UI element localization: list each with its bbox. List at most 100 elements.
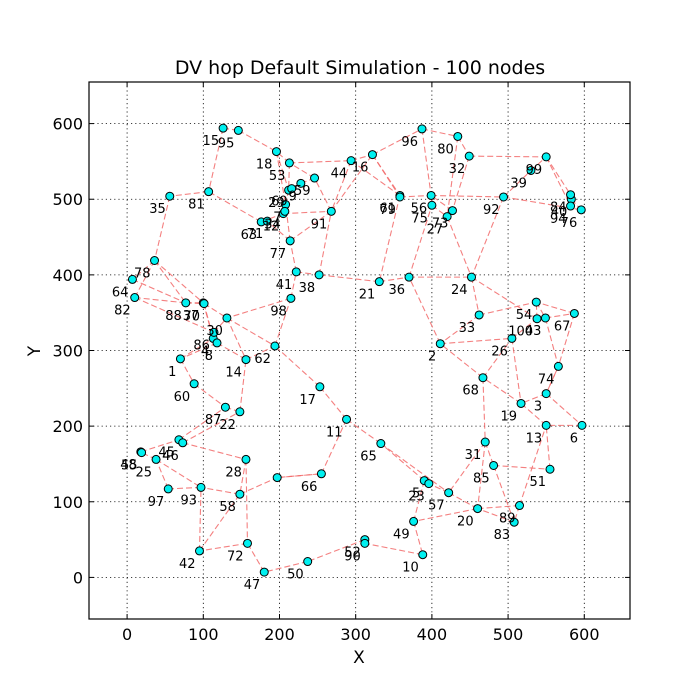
node-6 [577,420,587,430]
node-76 [576,205,586,215]
chart-title: DV hop Default Simulation - 100 nodes [175,57,545,79]
node-label-77: 77 [270,247,287,262]
edge [239,477,278,495]
node-label-93: 93 [180,493,197,508]
edge [371,154,401,196]
edge [399,194,432,198]
edge [274,345,321,388]
node-label-99: 99 [526,163,543,178]
edge [379,276,410,283]
node-38 [314,270,324,280]
node-label-53: 53 [269,169,286,184]
node-label-54: 54 [516,308,533,323]
node-31 [480,437,490,447]
ticks: 0 100 200 300 400 500 600 0 100 200 300 400 500 600 [52,82,630,644]
node-92 [499,192,509,202]
node-label-59: 59 [294,184,311,199]
edge [140,439,180,453]
edge [346,418,382,444]
edge [132,278,186,304]
edge [245,459,249,544]
node-label-58: 58 [219,500,236,515]
edge [511,338,522,404]
edge [518,425,547,506]
node-33 [474,310,484,320]
node-label-98: 98 [270,304,287,319]
node-84 [566,190,576,200]
x-tick-label: 0 [122,625,132,644]
edge [198,487,202,551]
node-label-56: 56 [411,201,428,216]
node-label-36: 36 [388,283,405,298]
node-label-17: 17 [299,393,316,408]
node-label-40: 40 [551,205,568,220]
node-label-32: 32 [449,162,466,177]
node-label-47: 47 [244,578,261,593]
node-label-10: 10 [402,561,419,576]
edge [179,358,195,385]
node-56 [426,190,436,200]
edge [544,317,559,367]
y-tick-label: 100 [52,493,83,512]
x-tick-label: 200 [264,625,295,644]
node-label-51: 51 [529,475,546,490]
edge [364,542,423,556]
edge [134,260,156,298]
node-label-82: 82 [114,304,131,319]
node-67 [569,308,579,318]
edge [203,303,228,319]
node-91 [326,206,336,216]
node-label-25: 25 [136,465,153,480]
edge [446,216,473,278]
node-labels: 1234567891011121314151617181920212223242… [112,134,578,593]
node-label-6: 6 [570,431,578,446]
node-label-37: 37 [183,309,200,324]
node-46 [178,438,188,448]
edge [536,301,575,314]
node-24 [467,272,477,282]
edge [477,508,515,523]
edge [545,156,572,207]
edge [545,312,575,319]
node-label-5: 5 [412,487,420,502]
node-66 [316,469,326,479]
node-64 [127,274,137,284]
node-23 [424,479,434,489]
node-97 [163,484,173,494]
node-1 [175,354,185,364]
edge [199,493,241,552]
node-label-3: 3 [534,400,542,415]
node-label-21: 21 [359,288,376,303]
node-label-11: 11 [326,425,343,440]
node-label-31: 31 [465,448,482,463]
node-20 [473,504,483,514]
edge [482,377,522,404]
node-label-87: 87 [205,413,222,428]
edge [446,136,459,217]
node-47 [259,567,269,577]
node-68 [478,373,488,383]
node-label-30: 30 [206,324,223,339]
edge [180,342,218,360]
node-label-92: 92 [483,203,500,218]
node-label-4: 4 [201,344,209,359]
node-label-15: 15 [203,134,220,149]
node-label-90: 90 [344,549,361,564]
node-label-55: 55 [121,459,138,474]
edge [479,301,537,316]
edge [275,151,290,191]
edge [274,298,292,347]
node-86 [209,327,219,337]
edge [169,191,209,197]
node-label-46: 46 [162,449,179,464]
node-62 [270,341,280,351]
node-label-61: 61 [379,201,396,216]
edge [545,156,572,195]
edge [134,297,186,304]
edge [421,128,432,196]
node-98 [286,293,296,303]
edge [200,486,240,495]
y-tick-label: 600 [52,115,83,134]
node-label-16: 16 [352,161,369,176]
